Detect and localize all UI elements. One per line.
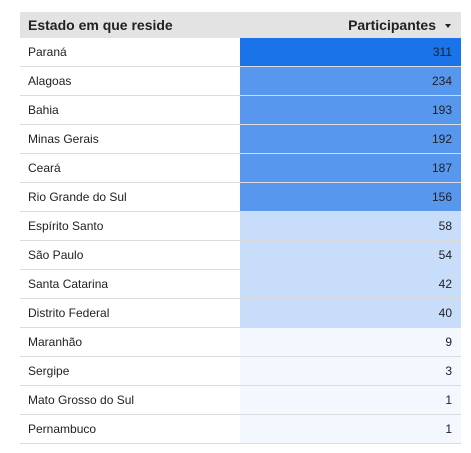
table-row[interactable]: Distrito Federal 40: [20, 299, 461, 328]
table-row[interactable]: Alagoas 234: [20, 67, 461, 96]
cell-participants: 193: [240, 96, 461, 124]
cell-participants: 9: [240, 328, 461, 356]
column-header-state[interactable]: Estado em que reside: [28, 17, 173, 33]
cell-participants: 3: [240, 357, 461, 385]
cell-participants: 58: [240, 212, 461, 240]
table-row[interactable]: São Paulo 54: [20, 241, 461, 270]
cell-participants: 192: [240, 125, 461, 153]
cell-participants: 1: [240, 415, 461, 443]
table-row[interactable]: Minas Gerais 192: [20, 125, 461, 154]
cell-state: Mato Grosso do Sul: [20, 386, 240, 414]
column-header-participants-label: Participantes: [348, 17, 436, 33]
cell-participants: 40: [240, 299, 461, 327]
table-row[interactable]: Bahia 193: [20, 96, 461, 125]
cell-state: Maranhão: [20, 328, 240, 356]
cell-participants: 42: [240, 270, 461, 298]
column-header-participants[interactable]: Participantes: [240, 17, 461, 33]
cell-state: Minas Gerais: [20, 125, 240, 153]
cell-state: Bahia: [20, 96, 240, 124]
cell-participants: 1: [240, 386, 461, 414]
cell-state: Ceará: [20, 154, 240, 182]
cell-participants: 187: [240, 154, 461, 182]
table-row[interactable]: Santa Catarina 42: [20, 270, 461, 299]
cell-state: Sergipe: [20, 357, 240, 385]
cell-participants: 311: [240, 38, 461, 66]
table-row[interactable]: Paraná 311: [20, 38, 461, 67]
cell-participants: 156: [240, 183, 461, 211]
cell-state: Paraná: [20, 38, 240, 66]
table-row[interactable]: Espírito Santo 58: [20, 212, 461, 241]
table-row[interactable]: Rio Grande do Sul 156: [20, 183, 461, 212]
table-row[interactable]: Mato Grosso do Sul 1: [20, 386, 461, 415]
cell-state: São Paulo: [20, 241, 240, 269]
cell-state: Espírito Santo: [20, 212, 240, 240]
cell-participants: 54: [240, 241, 461, 269]
cell-participants: 234: [240, 67, 461, 95]
table-row[interactable]: Maranhão 9: [20, 328, 461, 357]
cell-state: Alagoas: [20, 67, 240, 95]
table-header: Estado em que reside Participantes: [20, 12, 461, 38]
cell-state: Rio Grande do Sul: [20, 183, 240, 211]
table-body: Paraná 311 Alagoas 234 Bahia 193 Minas Gerais 1…: [20, 38, 461, 444]
table-row[interactable]: Pernambuco 1: [20, 415, 461, 444]
cell-state: Santa Catarina: [20, 270, 240, 298]
sort-descending-icon[interactable]: [445, 24, 451, 28]
participants-table: Estado em que reside Participantes Paran…: [20, 12, 461, 444]
table-row[interactable]: Sergipe 3: [20, 357, 461, 386]
cell-state: Pernambuco: [20, 415, 240, 443]
cell-state: Distrito Federal: [20, 299, 240, 327]
table-row[interactable]: Ceará 187: [20, 154, 461, 183]
